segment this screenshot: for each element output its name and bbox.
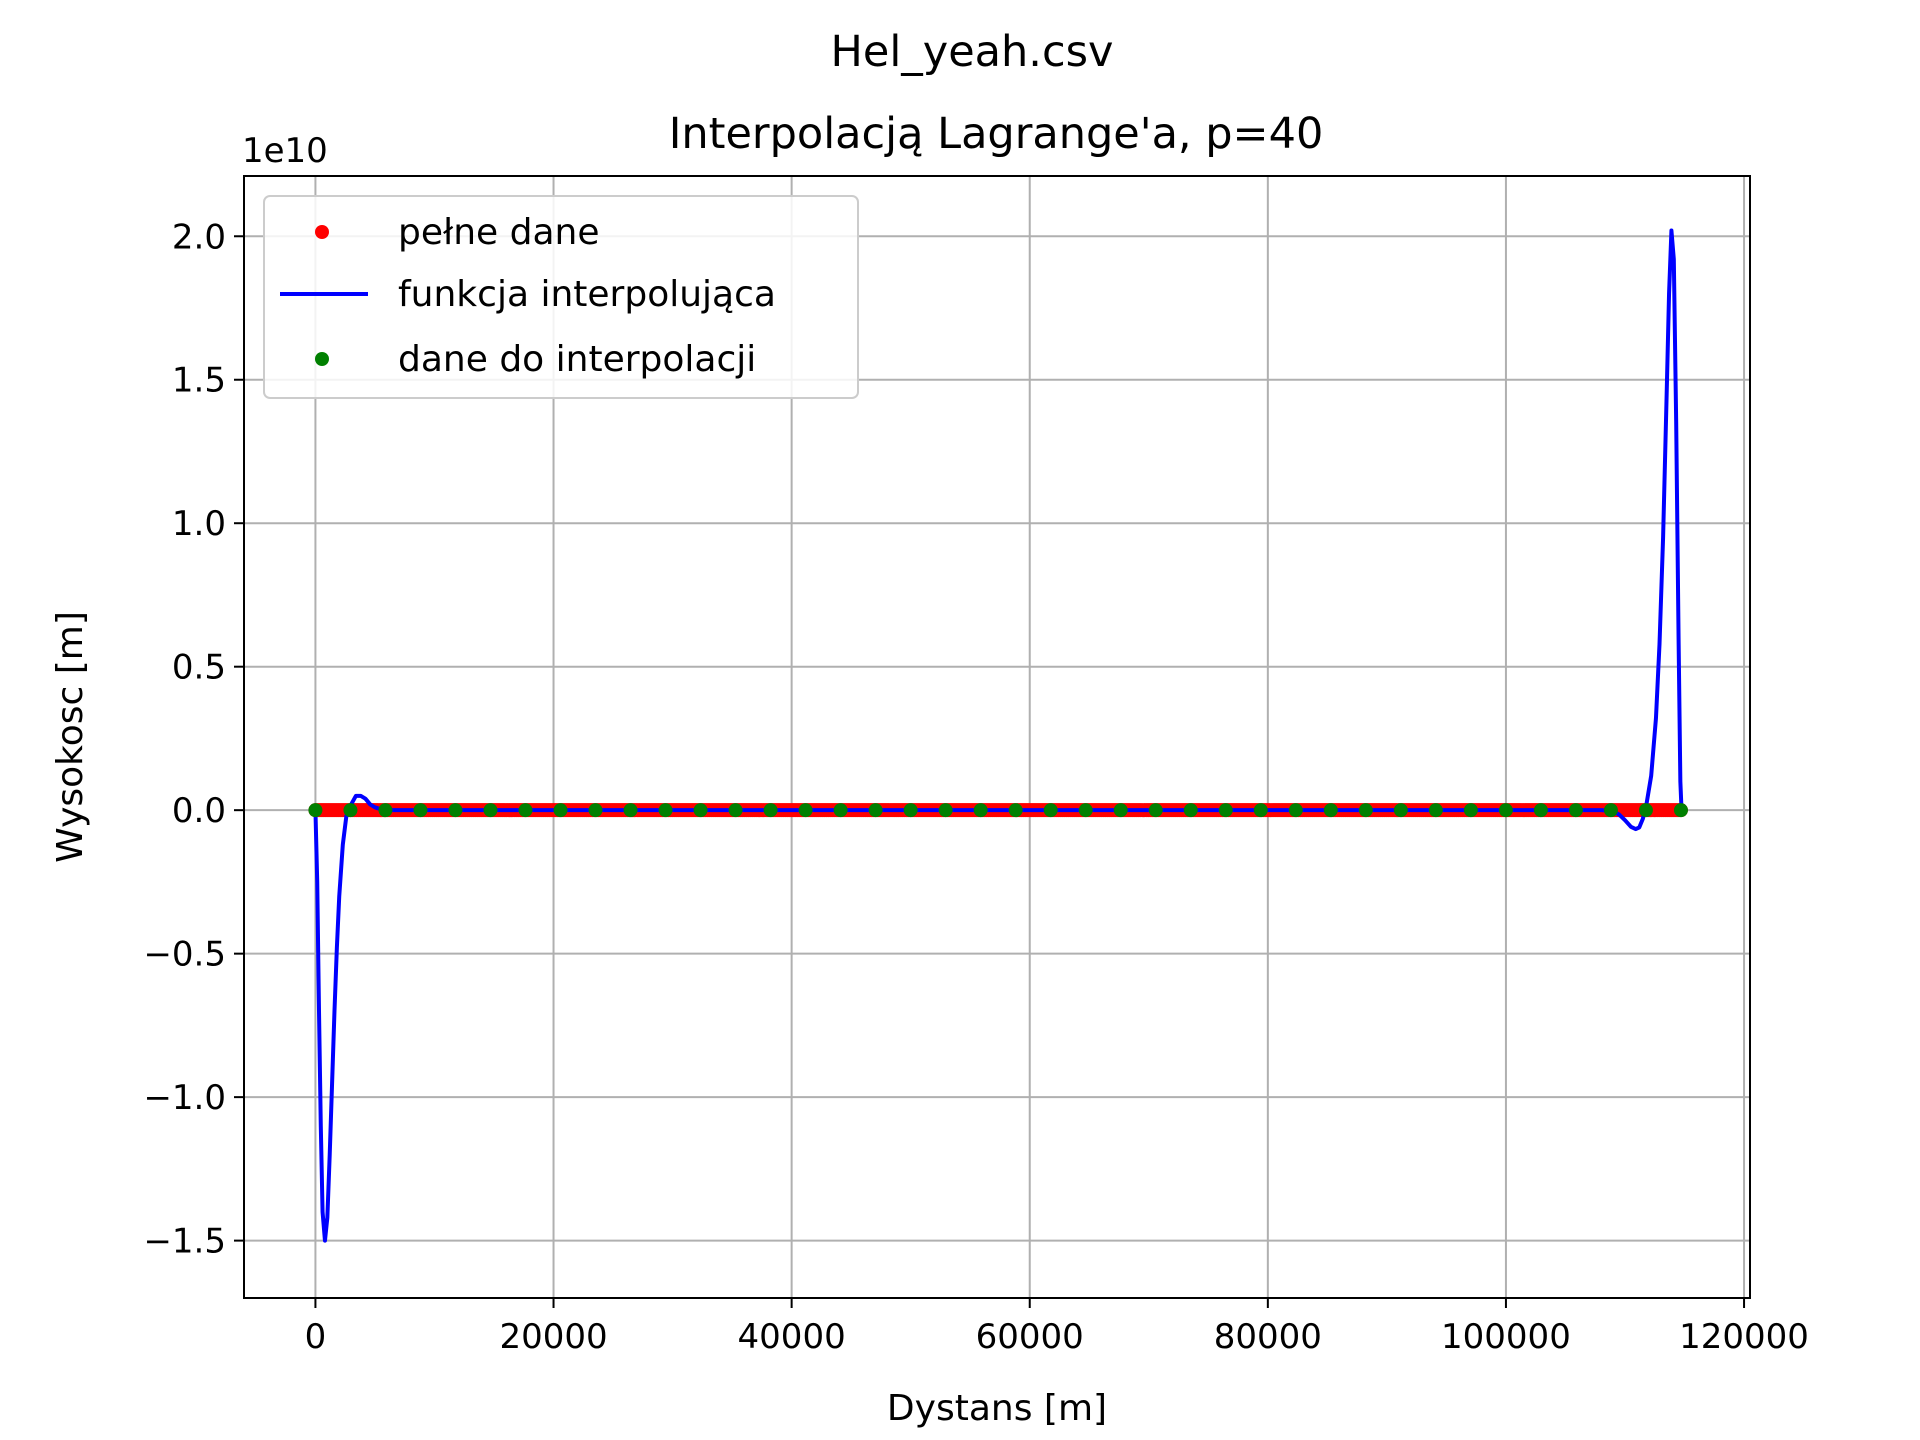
- x-tick-label: 0: [305, 1317, 327, 1357]
- data-point-dane-do-interpolacji: [728, 803, 743, 818]
- data-point-dane-do-interpolacji: [658, 803, 673, 818]
- data-point-dane-do-interpolacji: [1568, 803, 1583, 818]
- data-point-dane-do-interpolacji: [1253, 803, 1268, 818]
- x-tick-label: 20000: [499, 1317, 607, 1357]
- y-axis: −1.5 −1.0 −0.5 0.0 0.5 1.0 1.5 2.0: [143, 217, 244, 1262]
- data-point-dane-do-interpolacji: [1533, 803, 1548, 818]
- data-point-dane-do-interpolacji: [903, 803, 918, 818]
- data-point-dane-do-interpolacji: [868, 803, 883, 818]
- data-point-dane-do-interpolacji: [413, 803, 428, 818]
- data-point-dane-do-interpolacji: [1428, 803, 1443, 818]
- legend-label-funkcja-interpolujaca: funkcja interpolująca: [398, 274, 776, 315]
- y-tick-label: 0.5: [172, 648, 226, 688]
- data-point-dane-do-interpolacji: [1078, 803, 1093, 818]
- data-point-dane-do-interpolacji: [518, 803, 533, 818]
- y-tick-label: 1.0: [172, 504, 226, 544]
- legend: pełne dane funkcja interpolująca dane do…: [263, 195, 859, 399]
- data-point-dane-do-interpolacji: [1673, 803, 1688, 818]
- data-point-dane-do-interpolacji: [833, 803, 848, 818]
- legend-box: [263, 195, 859, 399]
- legend-label-dane-do-interpolacji: dane do interpolacji: [398, 339, 756, 380]
- data-point-dane-do-interpolacji: [1043, 803, 1058, 818]
- data-point-dane-do-interpolacji: [938, 803, 953, 818]
- data-point-dane-do-interpolacji: [1638, 803, 1653, 818]
- data-point-dane-do-interpolacji: [308, 803, 323, 818]
- chart-title: Interpolacją Lagrange'a, p=40: [669, 109, 1324, 159]
- data-point-dane-do-interpolacji: [1148, 803, 1163, 818]
- data-point-dane-do-interpolacji: [798, 803, 813, 818]
- data-point-dane-do-interpolacji: [1603, 803, 1618, 818]
- plot-frame: [243, 175, 1751, 1299]
- data-point-dane-do-interpolacji: [1498, 803, 1513, 818]
- data-point-dane-do-interpolacji: [1323, 803, 1338, 818]
- x-tick-label: 80000: [1214, 1317, 1322, 1357]
- y-offset-label: 1e10: [242, 131, 328, 171]
- data-point-dane-do-interpolacji: [763, 803, 778, 818]
- data-point-dane-do-interpolacji: [1288, 803, 1303, 818]
- series-dane-do-interpolacji: [308, 803, 1688, 818]
- line-funkcja-interpolujaca: [313, 228, 1684, 1243]
- data-point-dane-do-interpolacji: [378, 803, 393, 818]
- data-point-dane-do-interpolacji: [1463, 803, 1478, 818]
- data-point-dane-do-interpolacji: [623, 803, 638, 818]
- x-axis-label: Dystans [m]: [887, 1388, 1107, 1429]
- y-tick-label: 1.5: [172, 361, 226, 401]
- data-point-dane-do-interpolacji: [1008, 803, 1023, 818]
- x-tick-label: 40000: [738, 1317, 846, 1357]
- data-point-dane-do-interpolacji: [1113, 803, 1128, 818]
- data-point-dane-do-interpolacji: [1218, 803, 1233, 818]
- data-point-dane-do-interpolacji: [553, 803, 568, 818]
- x-axis: 0 20000 40000 60000 80000 100000 120000: [305, 1298, 1809, 1357]
- data-point-dane-do-interpolacji: [483, 803, 498, 818]
- legend-marker-pelne-dane: [315, 225, 329, 239]
- data-point-dane-do-interpolacji: [343, 803, 358, 818]
- chart-suptitle: Hel_yeah.csv: [831, 27, 1114, 77]
- legend-marker-dane-do-interpolacji: [315, 352, 329, 366]
- y-tick-label: −1.0: [143, 1078, 226, 1118]
- data-point-dane-do-interpolacji: [1183, 803, 1198, 818]
- series-funkcja-interpolujaca: [313, 228, 1684, 1243]
- data-point-dane-do-interpolacji: [1393, 803, 1408, 818]
- y-tick-label: 2.0: [172, 217, 226, 257]
- data-point-dane-do-interpolacji: [448, 803, 463, 818]
- y-tick-label: 0.0: [172, 791, 226, 831]
- data-point-dane-do-interpolacji: [693, 803, 708, 818]
- x-tick-label: 60000: [976, 1317, 1084, 1357]
- legend-label-pelne-dane: pełne dane: [398, 212, 600, 253]
- y-tick-label: −1.5: [143, 1222, 226, 1262]
- data-point-dane-do-interpolacji: [1358, 803, 1373, 818]
- y-axis-label: Wysokosc [m]: [50, 611, 91, 863]
- y-tick-label: −0.5: [143, 935, 226, 975]
- x-tick-label: 120000: [1679, 1317, 1809, 1357]
- x-tick-label: 100000: [1441, 1317, 1571, 1357]
- data-point-dane-do-interpolacji: [973, 803, 988, 818]
- data-point-dane-do-interpolacji: [588, 803, 603, 818]
